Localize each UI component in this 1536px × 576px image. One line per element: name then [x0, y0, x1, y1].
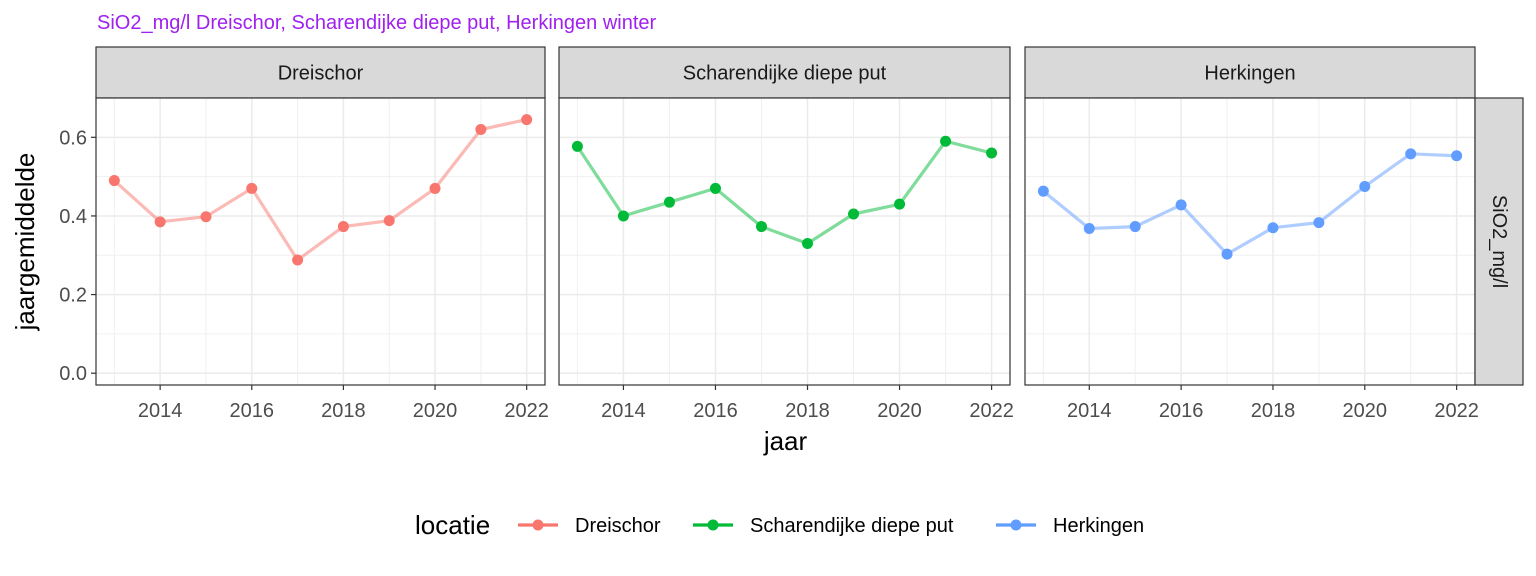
data-point: [755, 221, 767, 233]
y-tick-label: 0.2: [59, 285, 87, 307]
facet-strip-label: Herkingen: [1204, 63, 1295, 85]
data-point: [1083, 223, 1095, 235]
chart-title: SiO2_mg/l Dreischor, Scharendijke diepe …: [97, 12, 657, 34]
y-tick-label: 0.4: [59, 206, 87, 228]
data-point: [475, 123, 487, 135]
series-line-dreischor: [113, 118, 528, 262]
facet-strip: [1024, 46, 1476, 99]
legend-key-point: [707, 519, 719, 531]
data-point: [292, 254, 304, 266]
y-tick-label: 0.0: [59, 363, 87, 385]
x-tick-label: 2022: [969, 400, 1014, 422]
x-tick-label: 2018: [321, 400, 366, 422]
x-tick-label: 2016: [1159, 400, 1204, 422]
data-point: [940, 135, 952, 147]
legend-label: Scharendijke diepe put: [750, 515, 954, 537]
data-point: [1221, 248, 1233, 260]
data-point: [1267, 222, 1279, 234]
data-point: [108, 175, 120, 187]
x-tick-label: 2020: [413, 400, 458, 422]
x-tick-label: 2022: [504, 400, 549, 422]
data-point: [521, 114, 533, 126]
data-point: [663, 196, 675, 208]
y-axis-title: jaargemiddelde: [10, 153, 40, 332]
y-tick-label: 0.6: [59, 127, 87, 149]
data-point: [1405, 148, 1417, 160]
data-point: [709, 182, 721, 194]
x-tick-label: 2020: [1343, 400, 1388, 422]
row-strip: [1474, 97, 1524, 386]
data-point: [1451, 150, 1463, 162]
data-point: [154, 216, 166, 228]
data-point: [337, 221, 349, 233]
panel-border: [558, 97, 1011, 386]
series-line-scharendijke-diepe-put: [576, 139, 992, 246]
data-point: [848, 208, 860, 220]
data-point: [1129, 221, 1141, 233]
legend-label: Herkingen: [1053, 515, 1144, 537]
facet-strip-label: Scharendijke diepe put: [683, 63, 887, 85]
x-tick-label: 2018: [785, 400, 830, 422]
row-strip-label: SiO2_mg/l: [1488, 195, 1510, 288]
data-point: [571, 140, 583, 152]
data-point: [429, 182, 441, 194]
x-tick-label: 2020: [877, 400, 922, 422]
panel-border: [95, 97, 546, 386]
x-tick-label: 2014: [601, 400, 646, 422]
x-axis-title: jaar: [763, 426, 808, 456]
data-point: [246, 182, 258, 194]
data-point: [986, 147, 998, 159]
data-point: [802, 237, 814, 249]
data-point: [1313, 217, 1325, 229]
x-tick-label: 2018: [1251, 400, 1296, 422]
data-point: [894, 198, 906, 210]
x-tick-label: 2016: [230, 400, 275, 422]
facet-strip-label: Dreischor: [278, 63, 364, 85]
legend-label: Dreischor: [575, 515, 661, 537]
data-point: [1175, 199, 1187, 211]
data-point: [617, 210, 629, 222]
x-tick-label: 2014: [1067, 400, 1112, 422]
x-tick-label: 2016: [693, 400, 738, 422]
legend-key-point: [1010, 519, 1022, 531]
legend-key-point: [532, 519, 544, 531]
panel-background: [559, 98, 1010, 385]
data-point: [1037, 185, 1049, 197]
x-tick-label: 2022: [1434, 400, 1479, 422]
facet-strip: [95, 46, 546, 99]
series-line-herkingen: [1042, 152, 1457, 256]
data-point: [383, 215, 395, 227]
data-point: [200, 211, 212, 223]
legend-title: locatie: [415, 510, 490, 540]
facet-strip: [558, 46, 1011, 99]
x-tick-label: 2014: [138, 400, 183, 422]
data-point: [1359, 180, 1371, 192]
